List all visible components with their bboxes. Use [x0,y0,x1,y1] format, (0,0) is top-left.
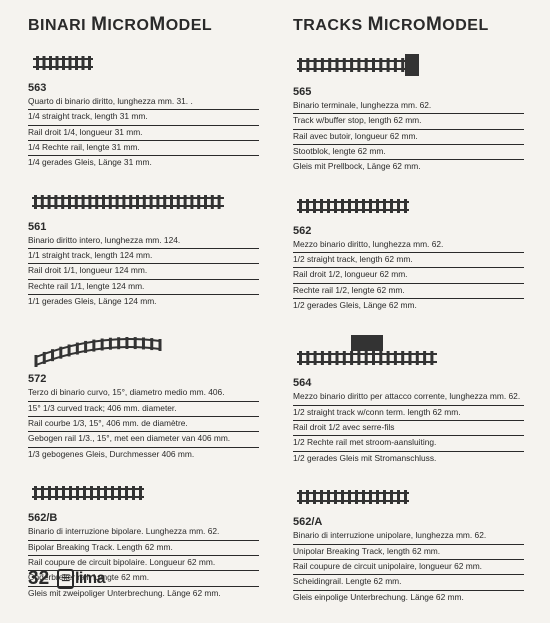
description-line: 1/1 gerades Gleis, Länge 124 mm. [28,295,259,309]
description-line: 1/2 straight track, length 62 mm. [293,253,524,268]
description-line: Terzo di binario curvo, 15°, diametro me… [28,387,259,401]
catalog-item: 562/A Binario di interruzione unipolare, … [293,484,524,605]
track-icon [28,50,259,76]
description-line: Rail courbe 1/3, 15°, 406 mm. de diamètr… [28,417,259,432]
description-line: Mezzo binario diritto per attacco corren… [293,391,524,405]
description-line: 1/2 Rechte rail met stroom-aansluiting. [293,436,524,451]
description-line: 1/4 gerades Gleis, Länge 31 mm. [28,156,259,170]
catalog-item: 563 Quarto di binario diritto, lunghezza … [28,50,259,171]
description-line: Binario diritto intero, lunghezza mm. 12… [28,235,259,249]
description-line: Rechte rail 1/1, lengte 124 mm. [28,280,259,295]
heading-left: BINARI MICROMODEL [28,14,259,36]
sku: 564 [293,377,524,389]
sku: 562/B [28,512,259,524]
description-line: Rail coupure de circuit unipolaire, long… [293,560,524,575]
track-icon [28,480,259,506]
sku: 561 [28,221,259,233]
description-line: 15° 1/3 curved track; 406 mm. diameter. [28,402,259,417]
track-icon [28,189,259,215]
track-icon [293,331,524,371]
heading-right: TRACKS MICROMODEL [293,14,524,36]
catalog-item: 561 Binario diritto intero, lunghezza mm.… [28,189,259,310]
description-line: Binario di interruzione bipolare. Lunghe… [28,526,259,540]
description-line: 1/2 straight track w/conn term. length 6… [293,406,524,421]
description-line: Rail droit 1/4, longueur 31 mm. [28,126,259,141]
left-column: BINARI MICROMODEL 563 Quarto di binario d… [28,14,259,623]
track-icon [293,193,524,219]
footer: 32 ≡lima [28,568,105,590]
description-line: 1/2 gerades Gleis, Länge 62 mm. [293,299,524,313]
track-icon [293,50,524,80]
sku: 565 [293,86,524,98]
description-line: 1/4 Rechte rail, lengte 31 mm. [28,141,259,156]
description-line: Scheidingrail. Lengte 62 mm. [293,575,524,590]
sku: 562 [293,225,524,237]
brand-logo: ≡lima [57,569,105,589]
description-line: Rechte rail 1/2, lengte 62 mm. [293,284,524,299]
description-line: Rail droit 1/1, longueur 124 mm. [28,264,259,279]
catalog-item: 565 Binario terminale, lunghezza mm. 62.T… [293,50,524,175]
description-line: 1/2 gerades Gleis mit Stromanschluss. [293,452,524,466]
description-line: Quarto di binario diritto, lunghezza mm.… [28,96,259,110]
description-line: Unipolar Breaking Track, length 62 mm. [293,545,524,560]
description-line: Rail avec butoir, longueur 62 mm. [293,130,524,145]
description-line: Rail droit 1/2, longueur 62 mm. [293,268,524,283]
catalog-item: 564 Mezzo binario diritto per attacco cor… [293,331,524,466]
track-icon [293,484,524,510]
description-line: Bipolar Breaking Track. Length 62 mm. [28,541,259,556]
description-line: Gleis mit Prellbock, Länge 62 mm. [293,160,524,174]
description-line: Rail droit 1/2 avec serre-fils [293,421,524,436]
description-line: Binario terminale, lunghezza mm. 62. [293,100,524,114]
description-line: 1/3 gebogenes Gleis, Durchmesser 406 mm. [28,448,259,462]
catalog-item: 572 Terzo di binario curvo, 15°, diametro… [28,327,259,462]
description-line: 1/4 straight track, length 31 mm. [28,110,259,125]
catalog-item: 562 Mezzo binario diritto, lunghezza mm. … [293,193,524,314]
track-icon [28,327,259,367]
description-line: Binario di interruzione unipolare, lungh… [293,530,524,544]
sku: 562/A [293,516,524,528]
sku: 572 [28,373,259,385]
description-line: Gebogen rail 1/3., 15°, met een diameter… [28,432,259,447]
description-line: Track w/buffer stop, length 62 mm. [293,114,524,129]
page-number: 32 [28,568,49,590]
sku: 563 [28,82,259,94]
right-column: TRACKS MICROMODEL 565 Binario terminale, … [293,14,524,623]
description-line: Stootblok, lengte 62 mm. [293,145,524,160]
description-line: 1/1 straight track, length 124 mm. [28,249,259,264]
description-line: Mezzo binario diritto, lunghezza mm. 62. [293,239,524,253]
